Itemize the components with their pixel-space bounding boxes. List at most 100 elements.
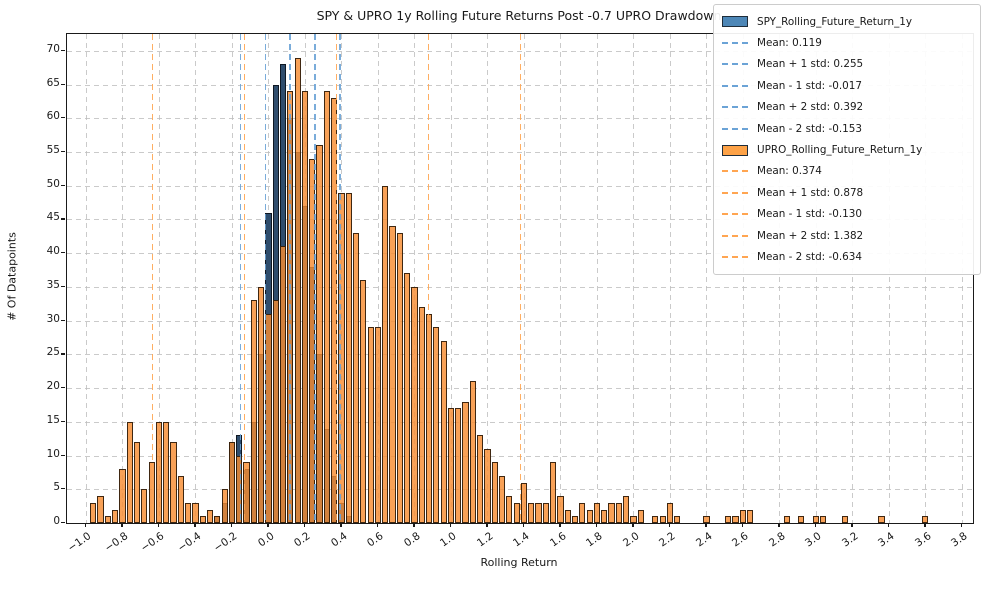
upro-histogram-bar [148, 462, 155, 523]
y-tick-label: 40 [46, 245, 60, 258]
x-axis-tick [340, 523, 342, 527]
spy-mean-std-line [314, 34, 316, 523]
gridline-vertical [742, 34, 744, 523]
upro-histogram-bar [374, 327, 382, 523]
upro-histogram-bar [279, 246, 287, 523]
x-axis-tick [303, 523, 306, 527]
y-axis-tick [61, 83, 65, 85]
x-tick-label: −0.8 [102, 530, 131, 555]
gridline-vertical [158, 34, 160, 523]
upro-dashed-line-swatch-icon [722, 191, 748, 194]
upro-mean-std-line [519, 34, 522, 523]
upro-histogram-bar [820, 516, 827, 523]
upro-histogram-bar [666, 502, 673, 523]
y-tick-label: 25 [46, 346, 60, 359]
upro-histogram-bar [272, 300, 279, 523]
x-axis-title: Rolling Return [480, 556, 558, 569]
upro-histogram-bar [520, 482, 528, 523]
gridline-vertical [633, 34, 635, 523]
legend-box: SPY_Rolling_Future_Return_1y Mean: 0.119 M… [713, 4, 981, 275]
x-tick-label: 1.6 [547, 530, 569, 550]
x-tick-label: 1.4 [511, 530, 532, 550]
legend-item-label: SPY_Rolling_Future_Return_1y [757, 15, 913, 28]
upro-histogram-bar [739, 509, 746, 523]
upro-mean-std-line [427, 34, 430, 523]
y-tick-label: 45 [46, 211, 60, 224]
upro-histogram-bar [112, 509, 119, 523]
upro-histogram-bar [155, 421, 163, 523]
spy-mean-std-line [239, 34, 242, 523]
y-axis-tick [61, 184, 65, 186]
upro-histogram-bar [623, 496, 630, 523]
gridline-vertical [414, 34, 416, 523]
legend-item-label: Mean - 1 std: -0.017 [757, 79, 862, 92]
x-tick-label: 2.2 [657, 530, 678, 550]
x-axis-tick [960, 523, 963, 527]
y-axis-tick [61, 387, 65, 389]
upro-histogram-bar [433, 327, 440, 523]
gridline-vertical [450, 34, 452, 523]
upro-histogram-bar [133, 442, 141, 523]
upro-histogram-bar [535, 502, 542, 523]
gridline-vertical [706, 34, 708, 523]
upro-histogram-bar [812, 516, 819, 523]
upro-histogram-bar [382, 185, 389, 523]
gridline-vertical [779, 34, 781, 523]
x-axis-tick [814, 523, 817, 527]
upro-histogram-bar [404, 273, 411, 523]
upro-histogram-bar [615, 502, 622, 523]
x-axis-tick [778, 523, 780, 527]
x-tick-label: 0.4 [328, 530, 350, 550]
gridline-vertical [85, 34, 87, 523]
x-axis-tick [924, 523, 926, 527]
x-tick-label: 3.0 [803, 530, 824, 550]
x-axis-tick [267, 523, 269, 527]
gridline-vertical [195, 34, 197, 523]
x-tick-label: 3.8 [949, 530, 970, 550]
upro-histogram-bar [608, 502, 615, 523]
upro-histogram-bar [637, 509, 644, 523]
x-tick-label: 2.0 [620, 530, 642, 550]
upro-histogram-bar [571, 516, 579, 523]
upro-histogram-bar [798, 516, 805, 523]
y-tick-label: 70 [46, 42, 60, 55]
legend-item: Mean - 2 std: -0.634 [722, 246, 972, 267]
gridline-vertical [560, 34, 562, 523]
upro-histogram-bar [177, 475, 184, 523]
upro-histogram-bar [418, 307, 425, 523]
upro-histogram-bar [367, 327, 374, 523]
y-axis-tick [61, 319, 65, 321]
upro-histogram-bar [185, 502, 192, 523]
upro-mean-std-line [244, 34, 246, 523]
gridline-vertical [815, 34, 817, 523]
y-tick-label: 0 [53, 515, 60, 527]
x-tick-label: 0.8 [401, 530, 423, 550]
y-tick-label: 30 [46, 312, 60, 325]
x-axis-tick [486, 523, 488, 527]
legend-item: UPRO_Rolling_Future_Return_1y [722, 139, 972, 160]
y-axis-tick [61, 218, 65, 220]
upro-histogram-bar [265, 313, 272, 523]
legend-item-label: Mean - 2 std: -0.634 [757, 250, 862, 263]
x-tick-label: 2.8 [766, 530, 788, 550]
legend-item-label: UPRO_Rolling_Future_Return_1y [757, 144, 923, 157]
gridline-vertical [888, 34, 890, 523]
gridline-vertical [669, 34, 671, 523]
x-tick-label: 3.6 [912, 530, 934, 550]
x-tick-label: −0.4 [175, 530, 204, 555]
x-axis-tick [741, 523, 744, 527]
upro-histogram-bar [922, 516, 929, 523]
y-axis-tick [61, 151, 65, 153]
x-axis-tick [449, 523, 452, 527]
upro-histogram-bar [703, 516, 710, 523]
spy-dashed-line-swatch-icon [722, 106, 748, 109]
gridline-vertical [596, 34, 598, 523]
legend-item: Mean - 1 std: -0.130 [722, 204, 972, 225]
y-axis-tick [61, 522, 65, 524]
upro-dashed-line-swatch-icon [722, 213, 748, 216]
upro-histogram-bar [447, 408, 455, 523]
upro-histogram-bar [542, 502, 549, 523]
upro-histogram-bar [126, 421, 133, 523]
upro-histogram-bar [301, 91, 309, 523]
upro-histogram-bar [316, 145, 323, 523]
